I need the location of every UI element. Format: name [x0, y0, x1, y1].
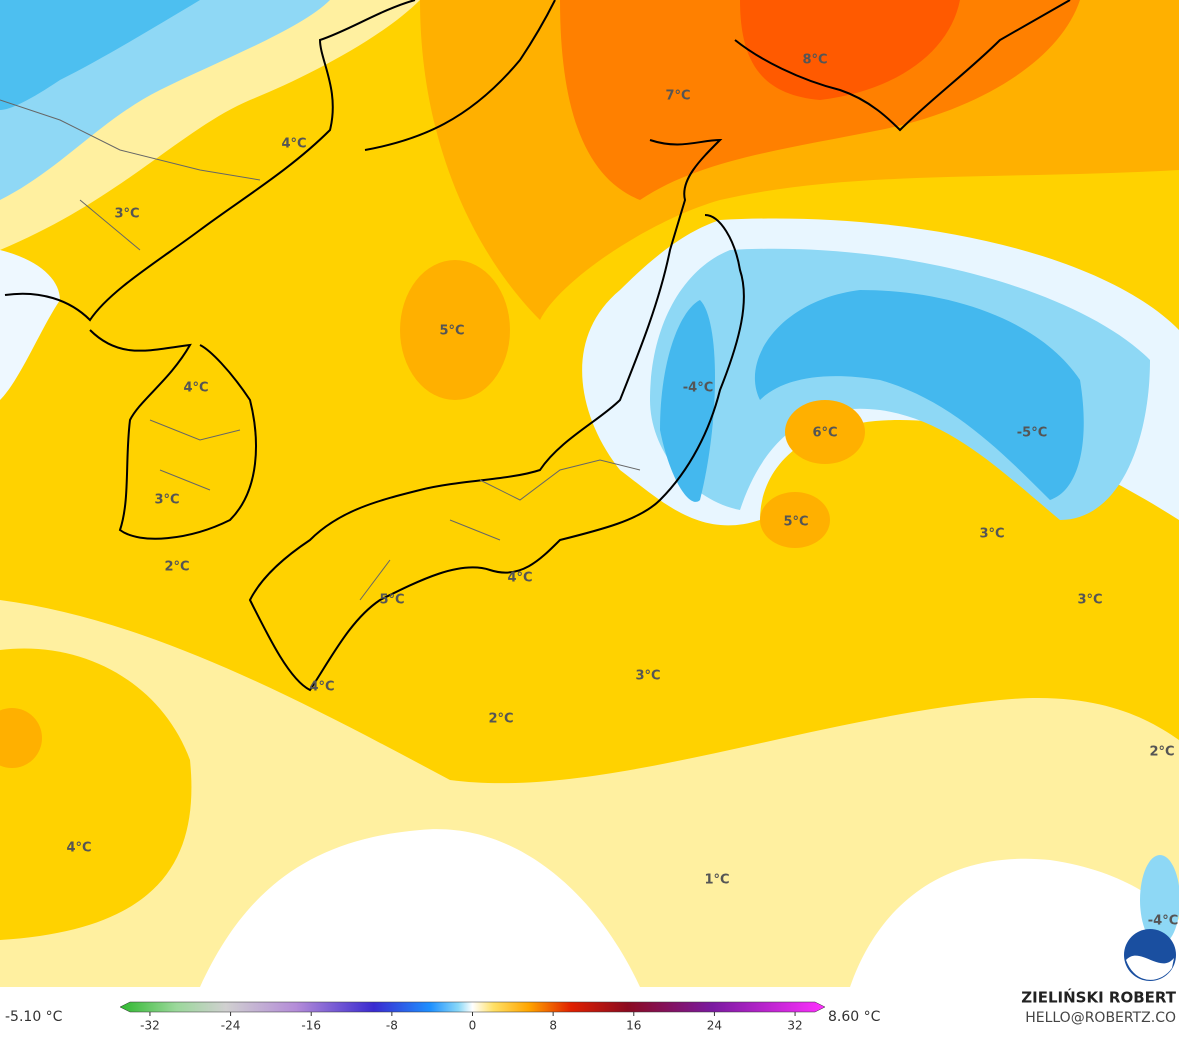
noaa-logo — [1124, 929, 1176, 981]
temperature-label: 2°C — [1149, 745, 1174, 760]
temperature-label: 4°C — [183, 381, 208, 396]
temperature-label: 4°C — [309, 680, 334, 695]
temperature-label: 3°C — [154, 493, 179, 508]
colorbar-tick-label: -24 — [221, 1019, 241, 1033]
temperature-label: 4°C — [507, 571, 532, 586]
colorbar-tick-label: 0 — [469, 1019, 477, 1033]
temperature-label: 3°C — [979, 527, 1004, 542]
temperature-label: 3°C — [114, 207, 139, 222]
colorbar-tick-label: 32 — [787, 1019, 802, 1033]
colorbar-tick-label: -8 — [386, 1019, 398, 1033]
temperature-label: 2°C — [164, 560, 189, 575]
colorbar-max-label: 8.60 °C — [828, 1009, 881, 1025]
credit-email: HELLO@ROBERTZ.CO — [1025, 1010, 1176, 1026]
temperature-label: 5°C — [783, 515, 808, 530]
map-labels: 8°C 7°C 4°C 3°C 5°C 4°C -4°C 6°C -5°C 3°C 5°C 3°C 2°… — [66, 53, 1178, 929]
temperature-label: -5°C — [1017, 426, 1047, 441]
temperature-label: -4°C — [1148, 914, 1178, 929]
borders — [0, 99, 641, 601]
temperature-label: 2°C — [488, 712, 513, 727]
credit-name: ZIELIŃSKI ROBERT — [1021, 988, 1176, 1007]
colorbar-tick-label: -32 — [140, 1019, 160, 1033]
temperature-label: 6°C — [812, 426, 837, 441]
temperature-label: 3°C — [635, 669, 660, 684]
colorbar-tick-label: -16 — [301, 1019, 321, 1033]
temperature-label: 4°C — [66, 841, 91, 856]
colorbar-tick-label: 24 — [707, 1019, 722, 1033]
temperature-label: 8°C — [802, 53, 827, 68]
temperature-label: 4°C — [281, 137, 306, 152]
temperature-label: 5°C — [379, 593, 404, 608]
colorbar-min-label: -5.10 °C — [5, 1009, 63, 1025]
colorbar-ticks: -32 -24 -16 -8 0 8 16 24 32 — [140, 1012, 803, 1033]
temperature-label: 1°C — [704, 873, 729, 888]
colorbar-tick-label: 8 — [549, 1019, 557, 1033]
temperature-label: 7°C — [665, 89, 690, 104]
colorbar-tick-label: 16 — [626, 1019, 641, 1033]
colorbar — [119, 1001, 826, 1013]
temperature-field — [0, 0, 1179, 987]
temperature-label: 3°C — [1077, 593, 1102, 608]
coastlines — [4, 0, 1071, 692]
temperature-label: -4°C — [683, 381, 713, 396]
temperature-label: 5°C — [439, 324, 464, 339]
